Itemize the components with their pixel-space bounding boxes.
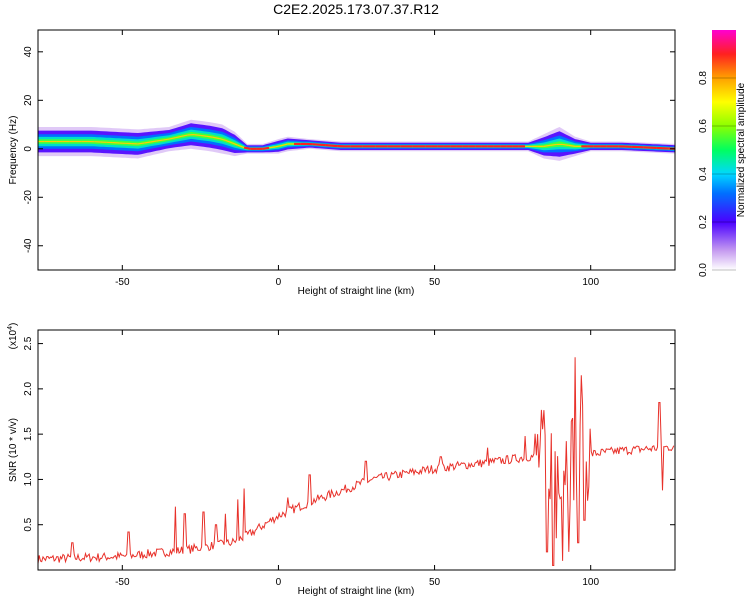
spectrogram-core-segment [137, 142, 145, 145]
snr-panel: -50 0 50 100 0.5 1.0 1.5 2.0 2.5 Height of stra… [7, 323, 676, 597]
spectrogram-frame [37, 29, 676, 271]
spectrogram-y-tick-label: 20 [23, 94, 34, 106]
spectrogram-y-tick-label: -20 [23, 190, 34, 205]
colorbar-ticks: 0.0 0.2 0.4 0.6 0.8 [698, 71, 736, 277]
spectrogram-core-segment [181, 134, 189, 137]
spectrogram-core-segment [262, 146, 270, 150]
snr-y-ticks: 0.5 1.0 1.5 2.0 2.5 [23, 336, 675, 532]
spectrogram-core-segment [237, 144, 245, 149]
snr-x-label: Height of straight line (km) [298, 586, 415, 597]
spectrogram-x-tick-label: 100 [582, 277, 599, 288]
spectrogram-core-segment [206, 135, 213, 138]
colorbar-tick-label: 0.2 [698, 215, 709, 229]
spectrogram-core-segment [562, 143, 569, 146]
spectrogram-y-tick-label: -40 [23, 238, 34, 253]
colorbar-tick-label: 0.8 [698, 71, 709, 85]
spectrogram-image [38, 119, 675, 161]
spectrogram-core-segment [275, 144, 282, 148]
snr-y-label: SNR (10 * v/v) [8, 418, 19, 482]
spectrogram-core-segment [281, 143, 288, 147]
svg-text:(x104): (x104) [7, 323, 19, 350]
snr-x-tick-label: 100 [582, 577, 599, 588]
spectrogram-core-segment [543, 144, 551, 147]
spectrogram-panel: -50 0 50 100 -40 -20 0 20 40 Height of straight… [8, 29, 676, 297]
colorbar: 0.0 0.2 0.4 0.6 0.8 Normalized spectral ampl… [698, 30, 747, 277]
colorbar-tick-label: 0.4 [698, 167, 709, 181]
spectrogram-band-4 [38, 131, 675, 150]
spectrogram-core-segment [175, 135, 182, 139]
snr-y-tick-label: 2.0 [23, 381, 34, 395]
spectrogram-core-segment [194, 134, 201, 137]
spectrogram-x-ticks: -50 0 50 100 [115, 30, 599, 288]
spectrogram-core-segment [169, 137, 176, 140]
spectrogram-x-tick-label: 0 [276, 277, 282, 288]
spectrogram-core-segment [231, 142, 239, 146]
spectrogram-core-segment [243, 146, 251, 150]
spectrogram-core-segment [212, 136, 220, 140]
spectrogram-y-tick-label: 0 [23, 146, 34, 152]
spectrogram-core-segment [225, 139, 232, 144]
snr-scale-exponent: 4 [7, 326, 14, 330]
spectrogram-core-segment [568, 144, 576, 147]
snr-series-line [38, 357, 675, 566]
figure-title: C2E2.2025.173.07.37.R12 [273, 1, 439, 17]
spectrogram-y-tick-label: 40 [23, 46, 34, 58]
spectrogram-x-tick-label: 50 [429, 277, 441, 288]
spectrogram-core-segment [144, 141, 151, 144]
snr-y-tick-label: 0.5 [23, 517, 34, 531]
colorbar-tick-label: 0.6 [698, 119, 709, 133]
snr-y-tick-label: 1.5 [23, 427, 34, 441]
snr-x-ticks: -50 0 50 100 [115, 330, 599, 588]
spectrogram-core-segment [200, 134, 207, 137]
snr-x-tick-label: -50 [115, 577, 130, 588]
snr-x-tick-label: 0 [276, 577, 282, 588]
spectrogram-core-segment [150, 140, 157, 143]
snr-frame [37, 329, 676, 571]
snr-y-tick-label: 1.0 [23, 472, 34, 486]
spectrogram-core-segment [268, 146, 276, 149]
spectrogram-y-ticks: -40 -20 0 20 40 [23, 46, 675, 253]
spectrogram-y-label: Frequency (Hz) [8, 116, 19, 185]
spectrogram-x-label: Height of straight line (km) [298, 286, 415, 297]
snr-x-tick-label: 50 [429, 577, 441, 588]
colorbar-label: Normalized spectral amplitude [736, 82, 747, 217]
snr-y-tick-label: 2.5 [23, 336, 34, 350]
spectrogram-x-tick-label: -50 [115, 277, 130, 288]
spectrogram-core-segment [156, 139, 163, 142]
snr-scale-factor: (x104) [7, 323, 19, 350]
spectrogram-core-segment [162, 138, 170, 141]
colorbar-tick-label: 0.0 [698, 263, 709, 277]
snr-scale-text: (x10 [8, 329, 19, 349]
colorbar-gradient [712, 30, 736, 270]
spectrogram-core-segment [218, 137, 226, 141]
spectrogram-core-segment [550, 143, 557, 146]
